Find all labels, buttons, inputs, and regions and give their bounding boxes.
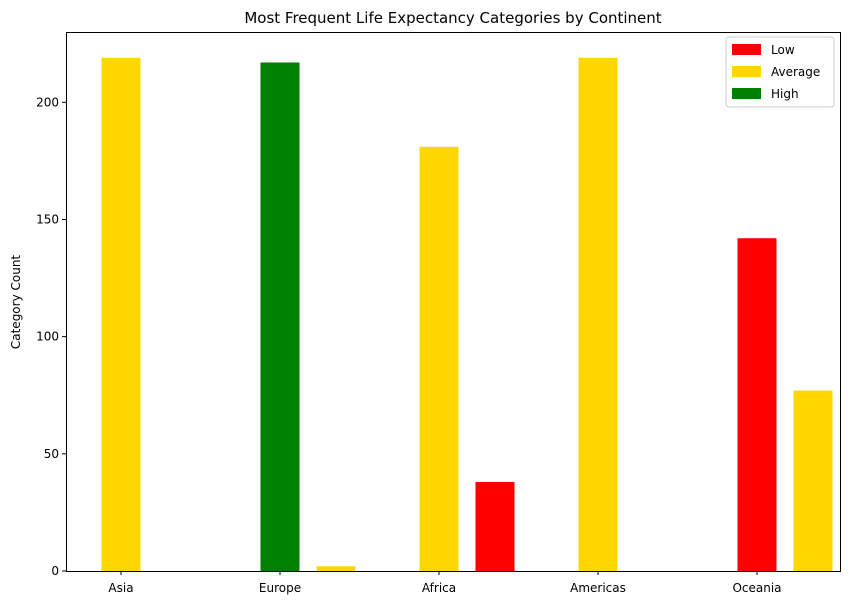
y-ticks-group: 0 50 100 150 200 [36,95,66,578]
bar-americas-average [578,57,618,571]
legend-label-low: Low [771,43,795,57]
legend-swatch-average [732,66,761,77]
bar-europe-average [316,566,356,571]
legend-swatch-low [732,44,761,55]
y-axis-label: Category Count [9,255,23,350]
y-tick-label: 200 [36,95,59,109]
y-tick-label: 150 [36,212,59,226]
x-tick-label: Africa [422,581,456,595]
y-tick-label: 50 [44,447,59,461]
legend-swatch-high [732,88,761,99]
x-tick-label: Americas [570,581,626,595]
bar-africa-low [475,481,515,571]
plot-area-frame [66,32,841,572]
bar-oceania-average [793,390,833,571]
legend: Low Average High [725,36,835,108]
legend-label-average: Average [771,65,820,79]
x-tick-label: Europe [259,581,301,595]
bar-asia-average [101,57,141,571]
x-tick-label: Oceania [732,581,781,595]
y-tick-label: 0 [51,564,59,578]
bar-africa-average [419,146,459,571]
bar-europe-high [260,62,300,572]
chart-title: Most Frequent Life Expectancy Categories… [244,9,661,27]
x-tick-label: Asia [108,581,133,595]
bars-group [101,57,833,572]
legend-label-high: High [771,87,799,101]
y-tick-label: 100 [36,330,59,344]
bar-oceania-low [737,238,777,572]
x-ticks-group: Asia Europe Africa Americas Oceania [108,571,782,595]
